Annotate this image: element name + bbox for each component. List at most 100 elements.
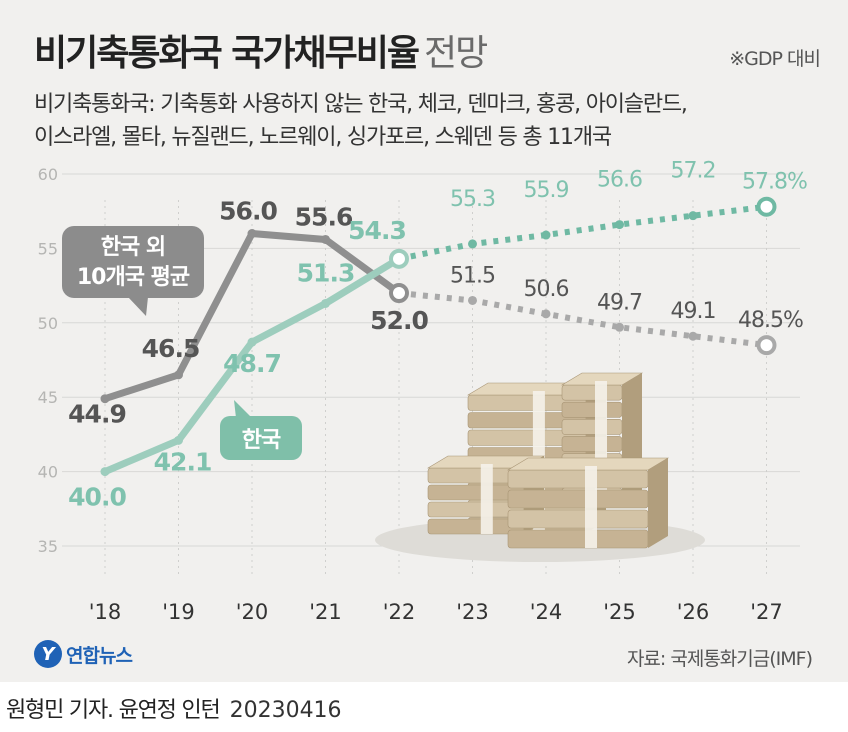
data-point-others [615, 322, 624, 332]
series-projection-korea [398, 203, 767, 262]
x-tick-label: '27 [750, 600, 783, 624]
data-label-others: 55.6 [295, 202, 353, 231]
chart-panel [0, 0, 848, 682]
label-layer: 44.9 46.5 56.0 55.6 52.0 51.5 50.6 49.7 49.1 48.5… [68, 159, 808, 512]
data-label-others: 49.7 [597, 290, 642, 315]
bill-bundle [561, 436, 623, 452]
data-point-korea [541, 230, 551, 240]
bill-bundle [507, 469, 649, 489]
credit-date: 20230416 [229, 698, 342, 723]
y-tick-label: 45 [38, 388, 58, 407]
title-bold: 비기축통화국 국가채무비율 [34, 33, 420, 74]
money-stack-illustration [375, 372, 705, 562]
callout-korea: 한국 [220, 400, 302, 460]
y-tick-label: 55 [38, 239, 58, 258]
bill-bundle [561, 384, 623, 401]
data-label-korea: 54.3 [348, 216, 406, 245]
data-point-others [389, 283, 409, 304]
data-label-others: 56.0 [219, 197, 277, 226]
credit-authors: 원형민 기자. 윤연정 인턴 [6, 698, 221, 723]
data-point-others [756, 335, 777, 356]
data-point-korea [468, 239, 477, 249]
bundle-side [648, 458, 668, 548]
data-point-others [100, 394, 110, 404]
bill-bundle [561, 401, 623, 418]
callout-text: 10개국 평균 [77, 265, 190, 290]
x-tick-label: '24 [530, 600, 563, 624]
x-tick-label: '18 [89, 600, 122, 624]
callout-box [62, 226, 204, 298]
data-label-korea: 57.2 [671, 159, 716, 184]
data-label-korea: 42.1 [154, 447, 212, 476]
callout-box [220, 416, 302, 460]
data-label-korea: 55.9 [524, 178, 569, 203]
unit-note: ※GDP 대비 [729, 48, 821, 70]
logo: Y 연합뉴스 [34, 640, 133, 668]
data-point-others [541, 309, 551, 319]
data-point-others [688, 331, 698, 341]
data-label-others: 52.0 [370, 306, 428, 335]
paper-band [585, 466, 597, 548]
bill-bundle [507, 509, 649, 529]
callout-tail [128, 297, 148, 316]
data-label-others: 51.5 [450, 263, 495, 288]
bill-bundle [507, 529, 649, 549]
data-label-korea: 51.3 [297, 258, 355, 287]
credit-line: 원형민 기자. 윤연정 인턴 20230416 [6, 692, 342, 724]
x-tick-label: '20 [236, 600, 269, 624]
series-projection-others [398, 290, 767, 349]
x-tick-label: '23 [456, 600, 489, 624]
data-point-others [321, 234, 330, 244]
data-point-korea [100, 467, 110, 477]
callout-text: 한국 [242, 428, 281, 453]
money-stack [506, 457, 670, 549]
data-point-korea [688, 211, 698, 221]
data-label-others: 46.5 [142, 334, 200, 363]
data-label-korea: 55.3 [450, 187, 495, 212]
x-tick-label: '25 [603, 600, 636, 624]
callout-others: 한국 외 10개국 평균 [62, 226, 204, 316]
data-label-others: 44.9 [68, 400, 126, 429]
y-tick-label: 35 [38, 537, 58, 556]
y-tick-label: 60 [38, 165, 58, 184]
y-tick-label: 50 [38, 314, 58, 333]
subtitle-line-2: 이스라엘, 몰타, 뉴질랜드, 노르웨이, 싱가포르, 스웨덴 등 총 11개국 [34, 125, 612, 150]
data-point-others [468, 295, 477, 305]
x-tick-label: '19 [162, 600, 195, 624]
page-title: 비기축통화국 국가채무비율 전망 [34, 24, 488, 76]
logo-text: 연합뉴스 [66, 644, 133, 667]
data-label-korea: 48.7 [223, 349, 281, 378]
data-point-korea [247, 337, 257, 347]
y-tick-label: 40 [38, 463, 58, 482]
series-layer [100, 196, 777, 477]
callout-tail [234, 400, 252, 418]
logo-mark-icon: Y [34, 640, 62, 668]
bill-bundle [507, 489, 649, 509]
x-tick-label: '21 [309, 600, 342, 624]
subtitle-line-1: 비기축통화국: 기축통화 사용하지 않는 한국, 체코, 덴마크, 홍콩, 아이… [34, 92, 688, 117]
bill-bundle [561, 418, 623, 435]
title-light: 전망 [423, 33, 488, 74]
data-label-korea: 57.8% [742, 170, 807, 195]
data-point-korea [389, 248, 409, 269]
data-label-others: 48.5% [738, 308, 803, 333]
paper-band [480, 464, 493, 534]
data-point-korea [321, 298, 330, 308]
data-point-korea [174, 435, 183, 445]
callout-text: 한국 외 [101, 235, 165, 260]
data-label-korea: 40.0 [68, 483, 126, 512]
data-point-others [247, 229, 257, 239]
data-label-others: 49.1 [671, 299, 716, 324]
line-chart: 60 55 50 45 40 35 '18 '19 '20 '21 '22 '23 '24 '25 '26 '… [38, 159, 808, 624]
data-label-others: 50.6 [524, 277, 569, 302]
x-tick-label: '22 [383, 600, 416, 624]
subtitle: 비기축통화국: 기축통화 사용하지 않는 한국, 체코, 덴마크, 홍콩, 아이… [34, 88, 824, 154]
x-tick-label: '26 [677, 600, 710, 624]
data-point-korea [615, 220, 624, 230]
data-label-korea: 56.6 [597, 168, 642, 193]
data-point-korea [756, 196, 777, 217]
data-point-others [174, 370, 183, 380]
source-note: 자료: 국제통화기금(IMF) [626, 648, 813, 670]
